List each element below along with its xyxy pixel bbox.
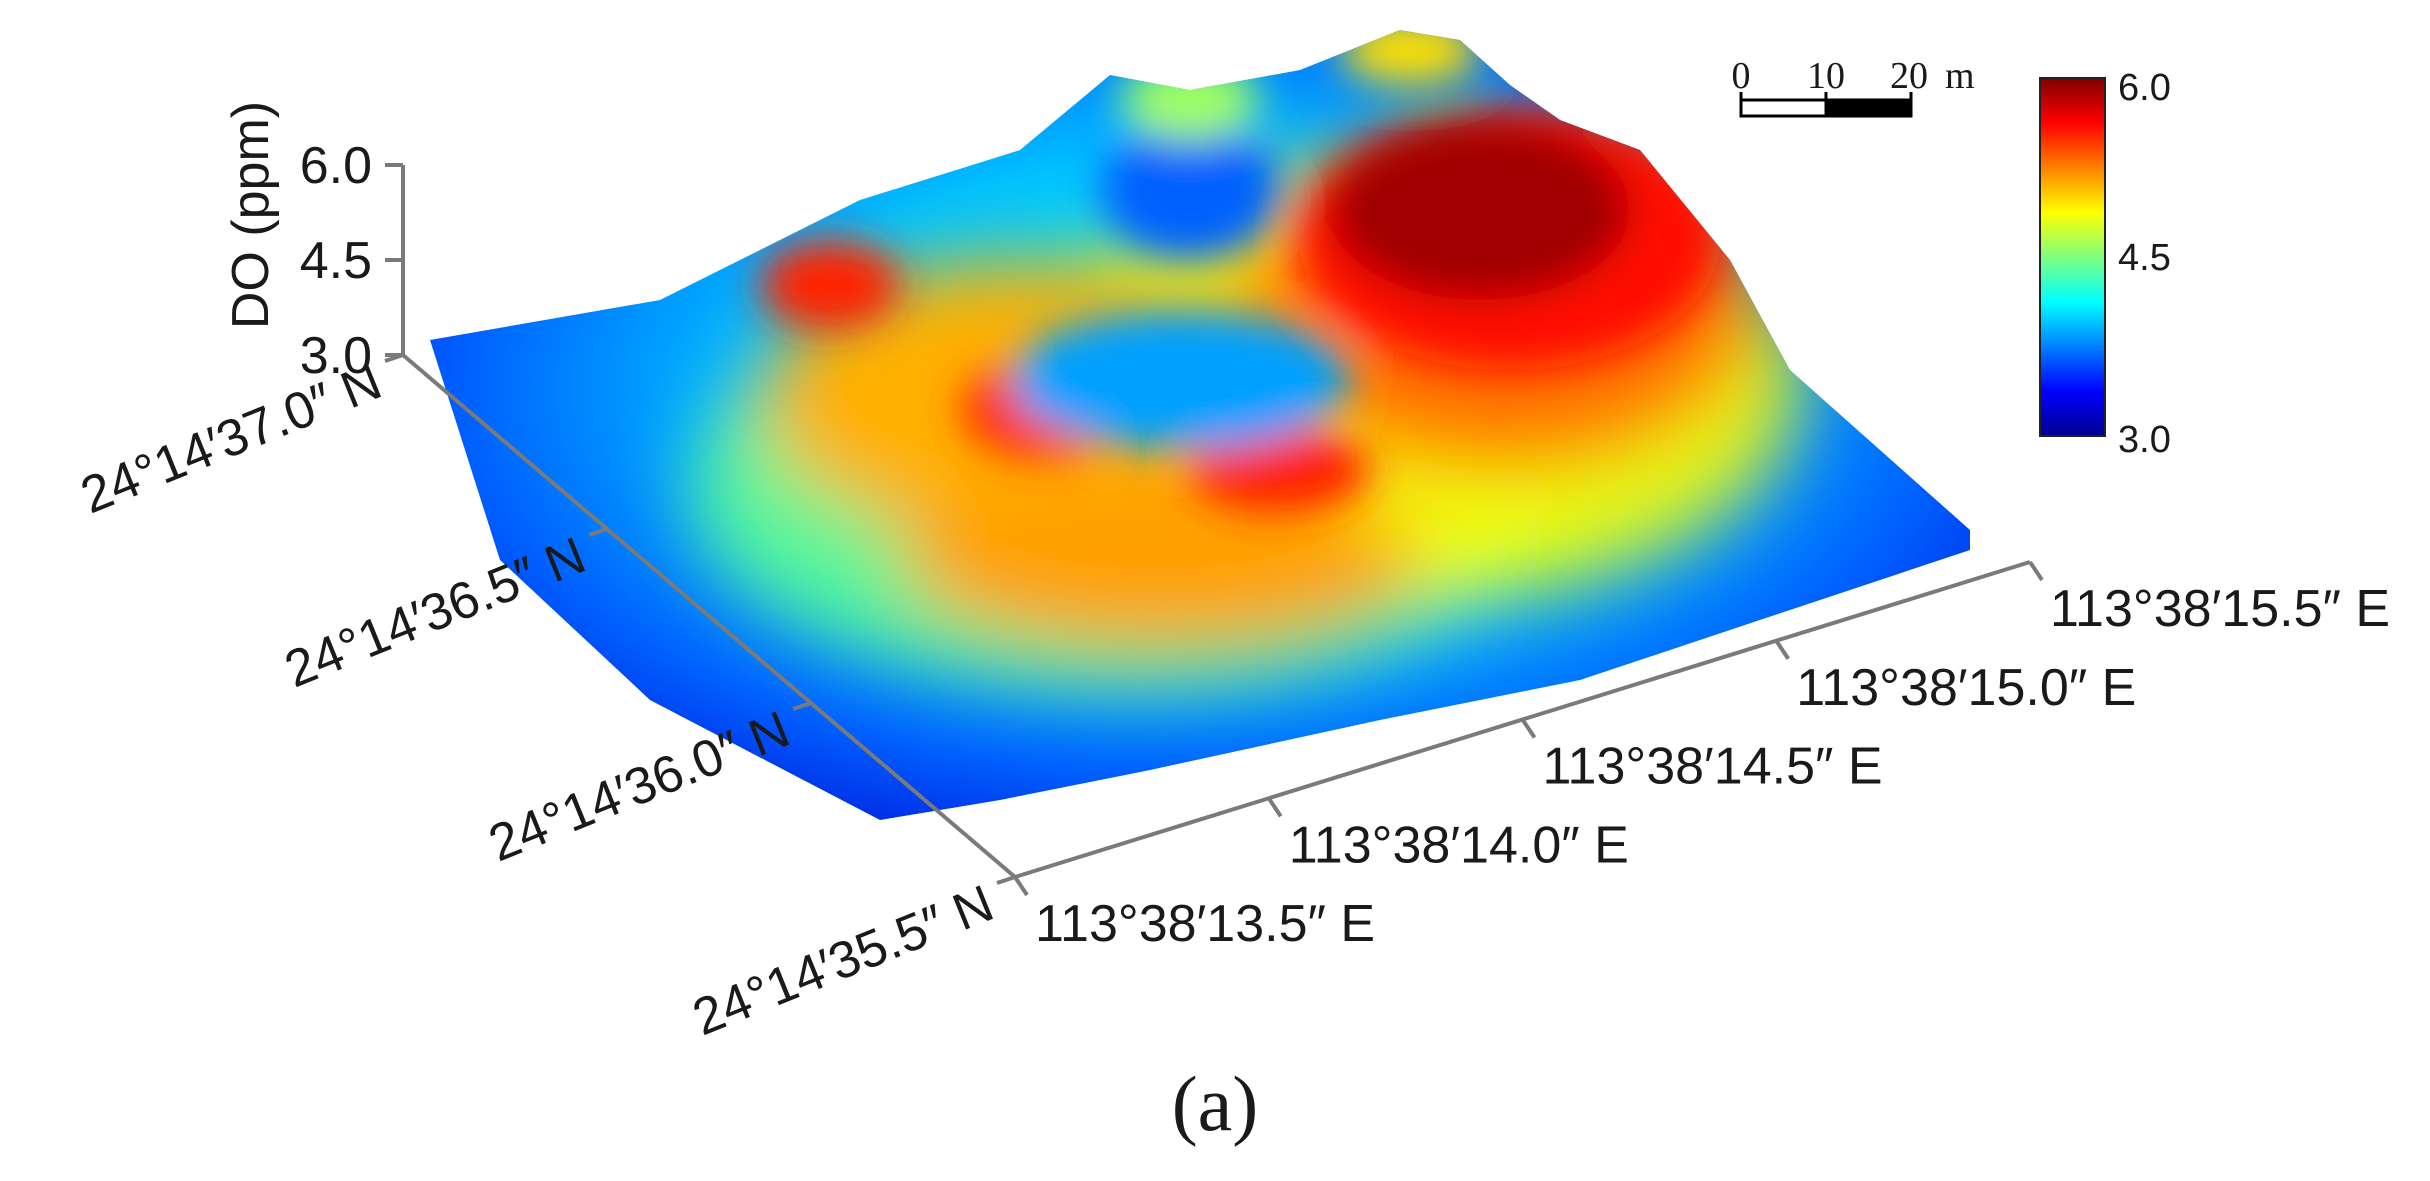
x-tick-mark [1013,875,1029,897]
y-tick-mark [996,875,1016,885]
y-tick-mark [792,701,812,711]
colorbar-min-label: 3.0 [2118,419,2171,461]
x-tick-mark [2028,560,2044,582]
x-tick-mark [1520,718,1537,739]
x-tick-label: 113°38′14.0″ E [1289,816,1629,874]
z-tick-label: 4.5 [300,232,372,290]
y-tick-label: 24°14′36.0″ N [481,700,797,873]
y-tick-label: 24°14′37.0″ N [73,352,389,525]
x-tick-mark [1267,797,1283,818]
scale-unit: m [1945,55,1975,97]
x-ticks: 113°38′13.5″ E 113°38′14.0″ E 113°38′14.5″… [1013,560,2390,953]
y-axis-line [401,353,1017,879]
scale-tick-10: 10 [1807,55,1845,97]
scale-bar-white-segment [1739,98,1828,118]
y-tick-mark [384,353,404,363]
colorbar-mid-label: 4.5 [2118,237,2171,279]
scale-tick-0: 0 [1732,55,1751,97]
panel-label: (a) [1172,1060,1259,1147]
colorbar-gradient [2039,77,2106,437]
y-tick-label: 24°14′36.5″ N [277,526,593,699]
colorbar-max-label: 6.0 [2118,67,2171,109]
scale-bar: 0 10 20 m [1732,55,1975,118]
x-tick-label: 113°38′15.0″ E [1796,659,2136,717]
z-axis-label: DO (ppm) [222,101,280,329]
x-tick-label: 113°38′13.5″ E [1035,895,1375,953]
y-tick-mark [588,527,608,537]
z-tick-label: 3.0 [300,327,372,385]
scale-tick-20: 20 [1890,55,1928,97]
y-tick-label: 24°14′35.5″ N [685,874,1001,1047]
x-tick-label: 113°38′15.5″ E [2050,580,2390,638]
colorbar: 6.0 4.5 3.0 [2039,67,2171,461]
z-ticks: 6.0 4.5 3.0 [300,137,403,385]
scale-bar-ticks [1739,92,1913,100]
do-surface [430,30,1970,820]
x-tick-label: 113°38′14.5″ E [1543,738,1883,796]
x-tick-mark [1774,639,1790,660]
z-tick-label: 6.0 [300,137,372,195]
scale-bar-black-segment [1824,98,1913,118]
